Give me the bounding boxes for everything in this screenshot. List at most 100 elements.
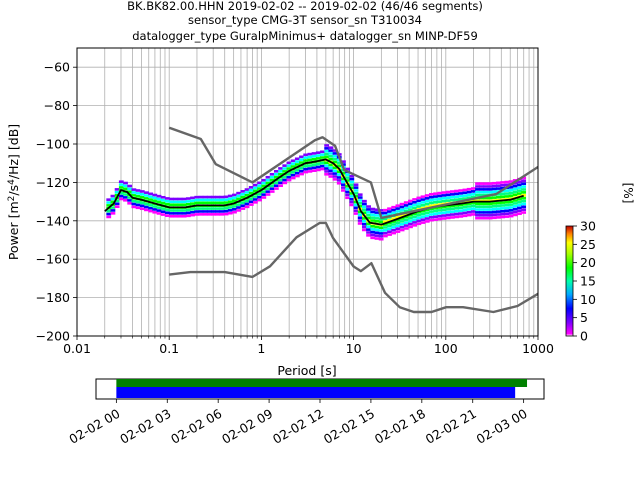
density-cell xyxy=(437,214,443,218)
density-cell xyxy=(437,191,443,195)
density-cell xyxy=(324,147,330,150)
density-cell xyxy=(114,202,120,206)
density-cell xyxy=(424,202,430,206)
density-cell xyxy=(332,160,338,164)
y-tick-label: −140 xyxy=(36,213,70,228)
density-cell xyxy=(508,211,514,215)
density-cell xyxy=(420,212,426,216)
density-cell xyxy=(416,222,422,226)
density-cell xyxy=(521,208,527,211)
density-cell xyxy=(395,224,401,228)
density-cell xyxy=(445,216,451,220)
density-cell xyxy=(420,221,426,224)
density-cell xyxy=(165,211,170,215)
density-cell xyxy=(144,208,149,212)
density-cell xyxy=(382,217,388,221)
density-cell xyxy=(190,199,195,203)
density-cell xyxy=(123,198,128,202)
density-cell xyxy=(487,182,493,185)
density-cell xyxy=(496,213,501,216)
density-cell xyxy=(429,213,434,216)
density-cell xyxy=(454,212,459,216)
density-cell xyxy=(387,230,392,234)
density-cell xyxy=(223,209,229,213)
density-cell xyxy=(366,211,371,214)
density-cell xyxy=(412,212,418,216)
density-cell xyxy=(370,224,376,228)
density-cell xyxy=(110,212,116,215)
density-cell xyxy=(273,169,279,173)
density-cell xyxy=(144,197,149,200)
density-cell xyxy=(433,215,439,219)
density-cell xyxy=(286,164,292,168)
density-cell xyxy=(345,187,351,191)
density-cell xyxy=(278,178,283,182)
density-cell xyxy=(282,167,288,170)
density-cell xyxy=(491,216,497,220)
density-cell xyxy=(449,198,455,202)
density-cell xyxy=(487,216,493,220)
density-cell xyxy=(303,170,309,174)
density-cell xyxy=(378,226,384,229)
density-cell xyxy=(148,198,154,201)
density-cell xyxy=(496,207,501,211)
density-cell xyxy=(127,196,133,199)
x-tick-label: 1 xyxy=(257,341,265,356)
density-cell xyxy=(504,209,510,213)
density-cell xyxy=(236,203,242,206)
density-cell xyxy=(412,215,418,218)
colorbar xyxy=(565,225,574,337)
density-cell xyxy=(269,184,275,188)
density-cell xyxy=(357,210,363,214)
density-cell xyxy=(278,181,283,185)
density-cell xyxy=(391,223,397,226)
chart-title-line-1: BK.BK82.00.HHN 2019-02-02 -- 2019-02-02 … xyxy=(127,0,483,13)
density-cell xyxy=(320,161,325,165)
density-cell xyxy=(353,189,359,192)
timeline-tick-label: 02-02 12 xyxy=(270,406,326,447)
density-cell xyxy=(408,208,413,211)
density-cell xyxy=(257,193,262,196)
density-cell xyxy=(123,184,128,188)
density-cell xyxy=(240,204,246,208)
density-cell xyxy=(466,196,472,200)
density-cell xyxy=(475,188,480,191)
density-cell xyxy=(441,217,447,220)
density-cell xyxy=(106,209,112,213)
density-cell xyxy=(299,167,304,170)
timeline-tick-label: 02-02 00 xyxy=(66,406,122,447)
density-cell xyxy=(508,214,514,218)
density-cell xyxy=(345,179,351,182)
density-cell xyxy=(500,215,506,219)
density-cell xyxy=(106,204,112,207)
density-cell xyxy=(433,218,439,221)
density-cell xyxy=(185,208,191,212)
colorbar-tick-label: 15 xyxy=(580,274,596,289)
density-cell xyxy=(349,200,355,204)
density-cell xyxy=(412,224,418,227)
density-cell xyxy=(466,213,472,217)
density-cell xyxy=(106,212,112,216)
density-cell xyxy=(144,205,149,209)
density-cell xyxy=(332,175,338,178)
density-cell xyxy=(349,177,355,181)
density-cell xyxy=(382,229,388,232)
density-cell xyxy=(483,182,489,185)
density-cell xyxy=(244,194,250,197)
density-cell xyxy=(173,212,179,215)
density-cell xyxy=(148,192,154,196)
density-cell xyxy=(148,204,154,207)
density-cell xyxy=(244,205,250,209)
x-tick-label: 0.01 xyxy=(63,341,91,356)
density-cell xyxy=(349,195,355,198)
density-cell xyxy=(173,200,179,204)
density-cell xyxy=(403,221,409,225)
density-cell xyxy=(433,203,439,207)
density-cell xyxy=(198,213,204,216)
density-cell xyxy=(370,236,376,240)
density-cell xyxy=(475,214,480,217)
density-cell xyxy=(131,202,137,206)
density-cell xyxy=(504,206,510,210)
density-cell xyxy=(160,198,166,202)
density-cell xyxy=(437,206,443,209)
